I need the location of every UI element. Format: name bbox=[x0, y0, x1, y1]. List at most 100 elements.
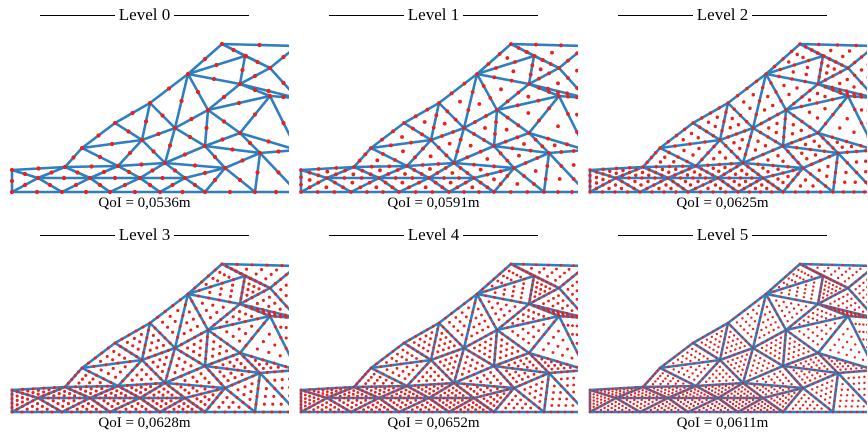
mesh-node bbox=[525, 365, 529, 369]
mesh-node bbox=[746, 143, 750, 148]
mesh-node bbox=[470, 334, 474, 338]
mesh-node bbox=[833, 362, 836, 366]
mesh-node bbox=[660, 173, 664, 177]
mesh-edge bbox=[352, 165, 381, 180]
mesh-node bbox=[547, 263, 550, 267]
mesh-node bbox=[179, 374, 183, 378]
mesh-node bbox=[492, 374, 496, 378]
mesh-node bbox=[246, 359, 250, 363]
mesh-node bbox=[220, 281, 224, 285]
mesh-node bbox=[601, 172, 605, 176]
mesh-edge bbox=[427, 161, 456, 180]
mesh-node bbox=[833, 368, 837, 372]
mesh-node bbox=[527, 341, 531, 345]
mesh-node bbox=[505, 326, 509, 330]
mesh-node bbox=[204, 308, 208, 312]
mesh-node bbox=[720, 394, 723, 398]
mesh-node bbox=[148, 410, 152, 414]
header-rule-right bbox=[752, 234, 828, 236]
mesh-node bbox=[530, 266, 533, 270]
mesh-node bbox=[487, 300, 491, 304]
mesh-node bbox=[787, 60, 791, 64]
mesh-node bbox=[530, 63, 535, 68]
mesh-node bbox=[461, 394, 465, 397]
mesh-node bbox=[399, 362, 403, 366]
mesh-node bbox=[811, 388, 814, 391]
mesh-node bbox=[219, 287, 223, 291]
mesh-node bbox=[465, 171, 470, 175]
mesh-node bbox=[235, 358, 239, 362]
mesh-node bbox=[864, 149, 867, 153]
mesh-node bbox=[486, 62, 491, 66]
mesh-node bbox=[489, 408, 493, 412]
mesh-node bbox=[10, 392, 14, 396]
mesh-node bbox=[802, 264, 805, 267]
mesh-node bbox=[288, 369, 289, 373]
mesh-node bbox=[460, 352, 464, 356]
mesh-node bbox=[845, 394, 849, 397]
mesh-node bbox=[811, 311, 815, 315]
mesh-node bbox=[337, 408, 341, 412]
mesh-node bbox=[849, 410, 853, 414]
mesh-node bbox=[193, 286, 197, 290]
mesh-node bbox=[652, 387, 656, 390]
mesh-node bbox=[190, 407, 194, 411]
mesh-node bbox=[775, 299, 778, 302]
mesh-node bbox=[417, 343, 421, 347]
mesh-node bbox=[788, 337, 792, 340]
mesh-node bbox=[346, 398, 350, 402]
mesh-node bbox=[726, 183, 730, 187]
mesh-node bbox=[243, 385, 247, 389]
mesh-node bbox=[440, 331, 444, 335]
mesh-node bbox=[656, 377, 660, 380]
mesh-node bbox=[160, 399, 164, 403]
mesh-node bbox=[693, 378, 696, 381]
mesh-node bbox=[815, 91, 820, 96]
mesh-node bbox=[626, 392, 629, 395]
mesh-node bbox=[544, 285, 548, 289]
mesh-node bbox=[532, 299, 536, 303]
mesh-node bbox=[195, 404, 199, 408]
mesh-node bbox=[509, 410, 513, 414]
mesh-node bbox=[378, 408, 382, 412]
mesh-node bbox=[745, 353, 749, 356]
mesh-node bbox=[837, 304, 840, 307]
mesh-node bbox=[470, 410, 473, 414]
mesh-node bbox=[527, 351, 531, 355]
mesh-node bbox=[689, 365, 693, 369]
mesh-edge bbox=[547, 149, 578, 155]
mesh-node bbox=[536, 98, 541, 103]
mesh-node bbox=[529, 406, 533, 410]
mesh-node bbox=[719, 398, 723, 402]
mesh-node bbox=[561, 306, 564, 310]
mesh-node bbox=[823, 122, 828, 126]
mesh-node bbox=[620, 179, 624, 184]
mesh-node bbox=[858, 330, 861, 333]
mesh-node bbox=[457, 396, 461, 400]
mesh-node bbox=[123, 365, 127, 369]
mesh-node bbox=[541, 58, 545, 62]
mesh-node bbox=[384, 401, 388, 405]
mesh-node bbox=[781, 171, 785, 175]
mesh-node bbox=[385, 368, 389, 372]
mesh-node bbox=[183, 388, 187, 392]
mesh-node bbox=[631, 406, 635, 410]
mesh-node bbox=[303, 393, 307, 397]
mesh-node bbox=[844, 405, 847, 408]
mesh-node bbox=[743, 309, 746, 312]
mesh-node bbox=[415, 394, 419, 398]
mesh-node bbox=[791, 123, 795, 127]
mesh-node bbox=[395, 392, 399, 396]
mesh-node bbox=[509, 262, 513, 266]
mesh-node bbox=[207, 390, 211, 394]
mesh-node bbox=[842, 311, 845, 315]
mesh-node bbox=[557, 286, 561, 290]
mesh-node bbox=[756, 380, 759, 383]
mesh-node bbox=[525, 357, 528, 360]
mesh-node bbox=[824, 354, 828, 357]
mesh-node bbox=[859, 108, 864, 112]
mesh-node bbox=[823, 85, 828, 89]
mesh-node bbox=[299, 410, 303, 414]
mesh-node bbox=[535, 367, 538, 370]
mesh-edge bbox=[512, 151, 551, 170]
